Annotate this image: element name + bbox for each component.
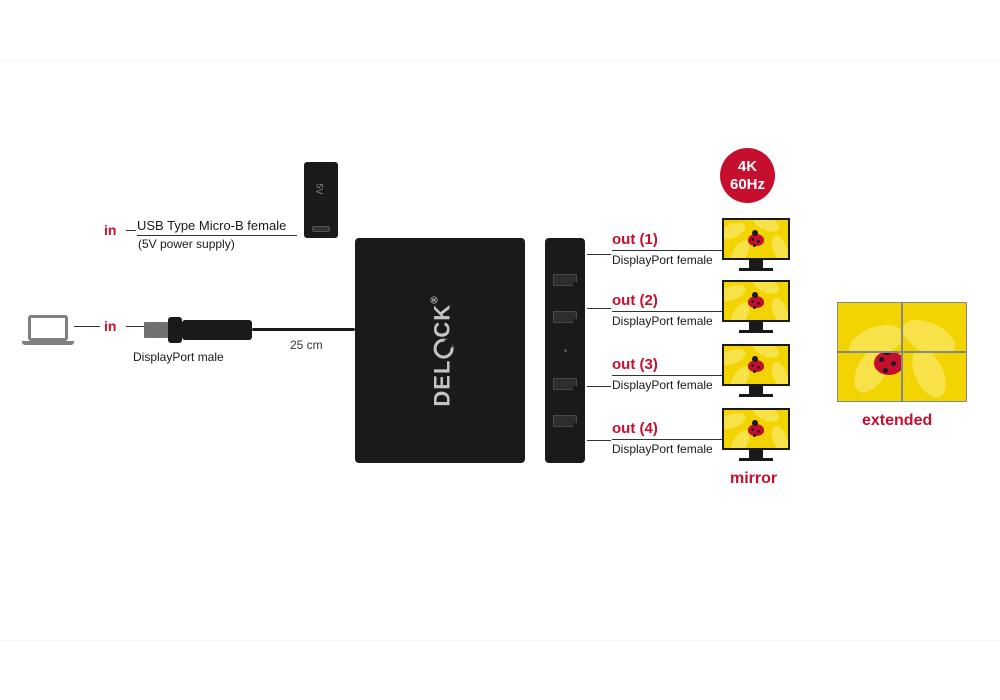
led-icon xyxy=(564,349,567,352)
badge-line2: 60Hz xyxy=(730,176,765,193)
laptop-icon xyxy=(28,315,74,345)
brand-logo: DELCK® xyxy=(430,295,456,406)
extended-label: extended xyxy=(862,412,932,430)
ext-cell xyxy=(902,352,967,402)
dp-port-icon xyxy=(553,274,577,286)
badge-line1: 4K xyxy=(738,158,757,175)
mirror-label: mirror xyxy=(730,470,777,488)
dp-plug xyxy=(182,320,252,340)
extended-grid xyxy=(837,302,967,402)
hub-side xyxy=(545,238,585,463)
line xyxy=(587,386,611,387)
usb-module: 5V xyxy=(304,162,338,238)
dp-male-text: DisplayPort male xyxy=(133,350,224,364)
usb-subtitle: (5V power supply) xyxy=(138,237,235,251)
ext-cell xyxy=(902,302,967,352)
out-3-sub: DisplayPort female xyxy=(612,378,713,392)
cable xyxy=(252,328,355,331)
in-usb-label: in xyxy=(104,222,116,238)
usb-title: USB Type Micro-B female xyxy=(137,218,297,236)
ext-cell xyxy=(837,302,902,352)
hub-front: DELCK® xyxy=(355,238,525,463)
ext-cell xyxy=(837,352,902,402)
line xyxy=(74,326,100,327)
cable-length: 25 cm xyxy=(290,338,323,352)
line xyxy=(587,308,611,309)
monitor-icon xyxy=(722,408,790,461)
dp-port-icon xyxy=(553,378,577,390)
usb-5v-text: 5V xyxy=(315,183,325,194)
monitor-icon xyxy=(722,218,790,271)
line xyxy=(126,230,136,231)
line xyxy=(587,440,611,441)
badge-4k: 4K 60Hz xyxy=(720,148,775,203)
dp-port-icon xyxy=(553,415,577,427)
line xyxy=(126,326,144,327)
micro-b-slot-icon xyxy=(312,226,330,232)
monitor-icon xyxy=(722,280,790,333)
dp-port-icon xyxy=(553,311,577,323)
out-4-sub: DisplayPort female xyxy=(612,442,713,456)
line xyxy=(587,254,611,255)
monitor-icon xyxy=(722,344,790,397)
in-dp-label: in xyxy=(104,318,116,334)
out-2-sub: DisplayPort female xyxy=(612,314,713,328)
out-1-sub: DisplayPort female xyxy=(612,253,713,267)
